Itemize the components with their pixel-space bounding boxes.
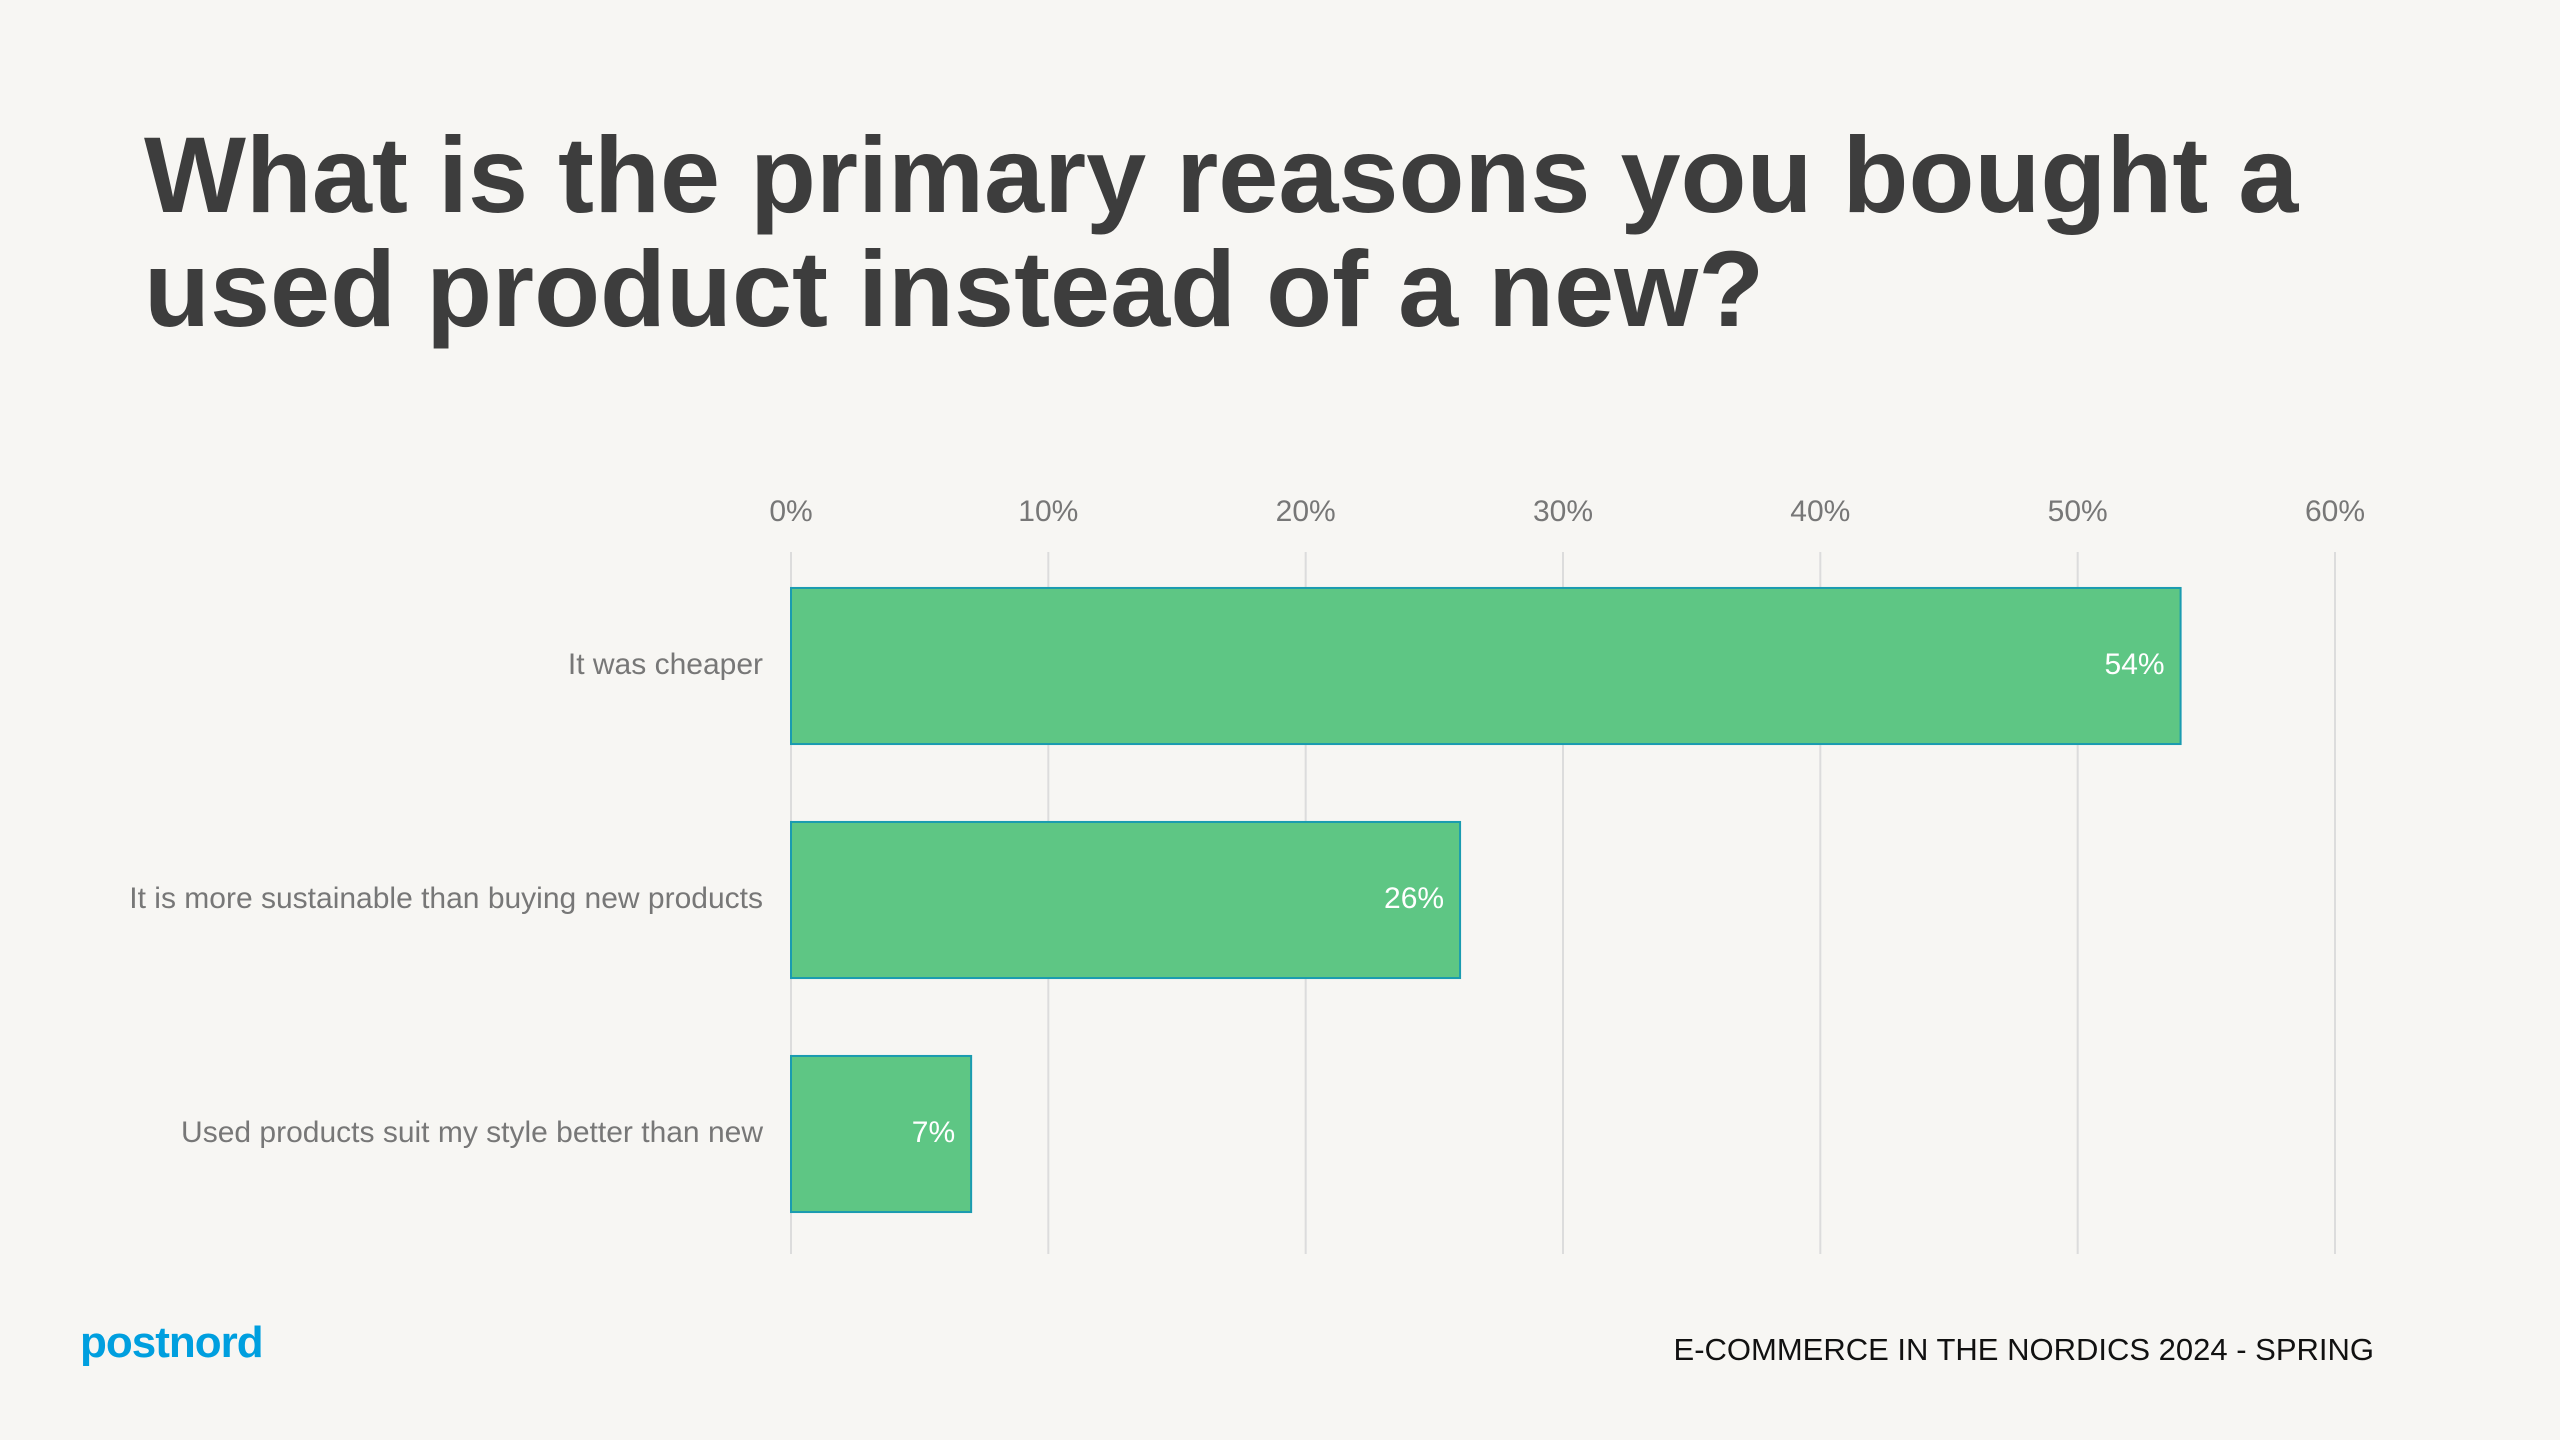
value-label: 54% xyxy=(2105,648,2165,681)
chart-title: What is the primary reasons you bought a… xyxy=(144,114,2299,349)
bar xyxy=(790,820,1462,980)
x-tick-label: 0% xyxy=(769,495,812,528)
category-label: It was cheaper xyxy=(568,648,763,681)
value-label: 7% xyxy=(912,1116,955,1149)
source: E-COMMERCE IN THE NORDICS 2024 - SPRING xyxy=(1673,1332,2374,1367)
x-tick-label: 50% xyxy=(2048,495,2108,528)
category-label: It is more sustainable than buying new p… xyxy=(129,882,763,915)
bar xyxy=(790,1054,973,1214)
x-tick-label: 40% xyxy=(1790,495,1850,528)
x-tick-label: 20% xyxy=(1276,495,1336,528)
x-tick-label: 30% xyxy=(1533,495,1593,528)
category-label: Used products suit my style better than … xyxy=(181,1116,763,1149)
bar xyxy=(790,586,2182,746)
logo: postnord xyxy=(80,1318,264,1367)
value-label: 26% xyxy=(1384,882,1444,915)
x-tick-label: 60% xyxy=(2305,495,2365,528)
x-tick-label: 10% xyxy=(1018,495,1078,528)
